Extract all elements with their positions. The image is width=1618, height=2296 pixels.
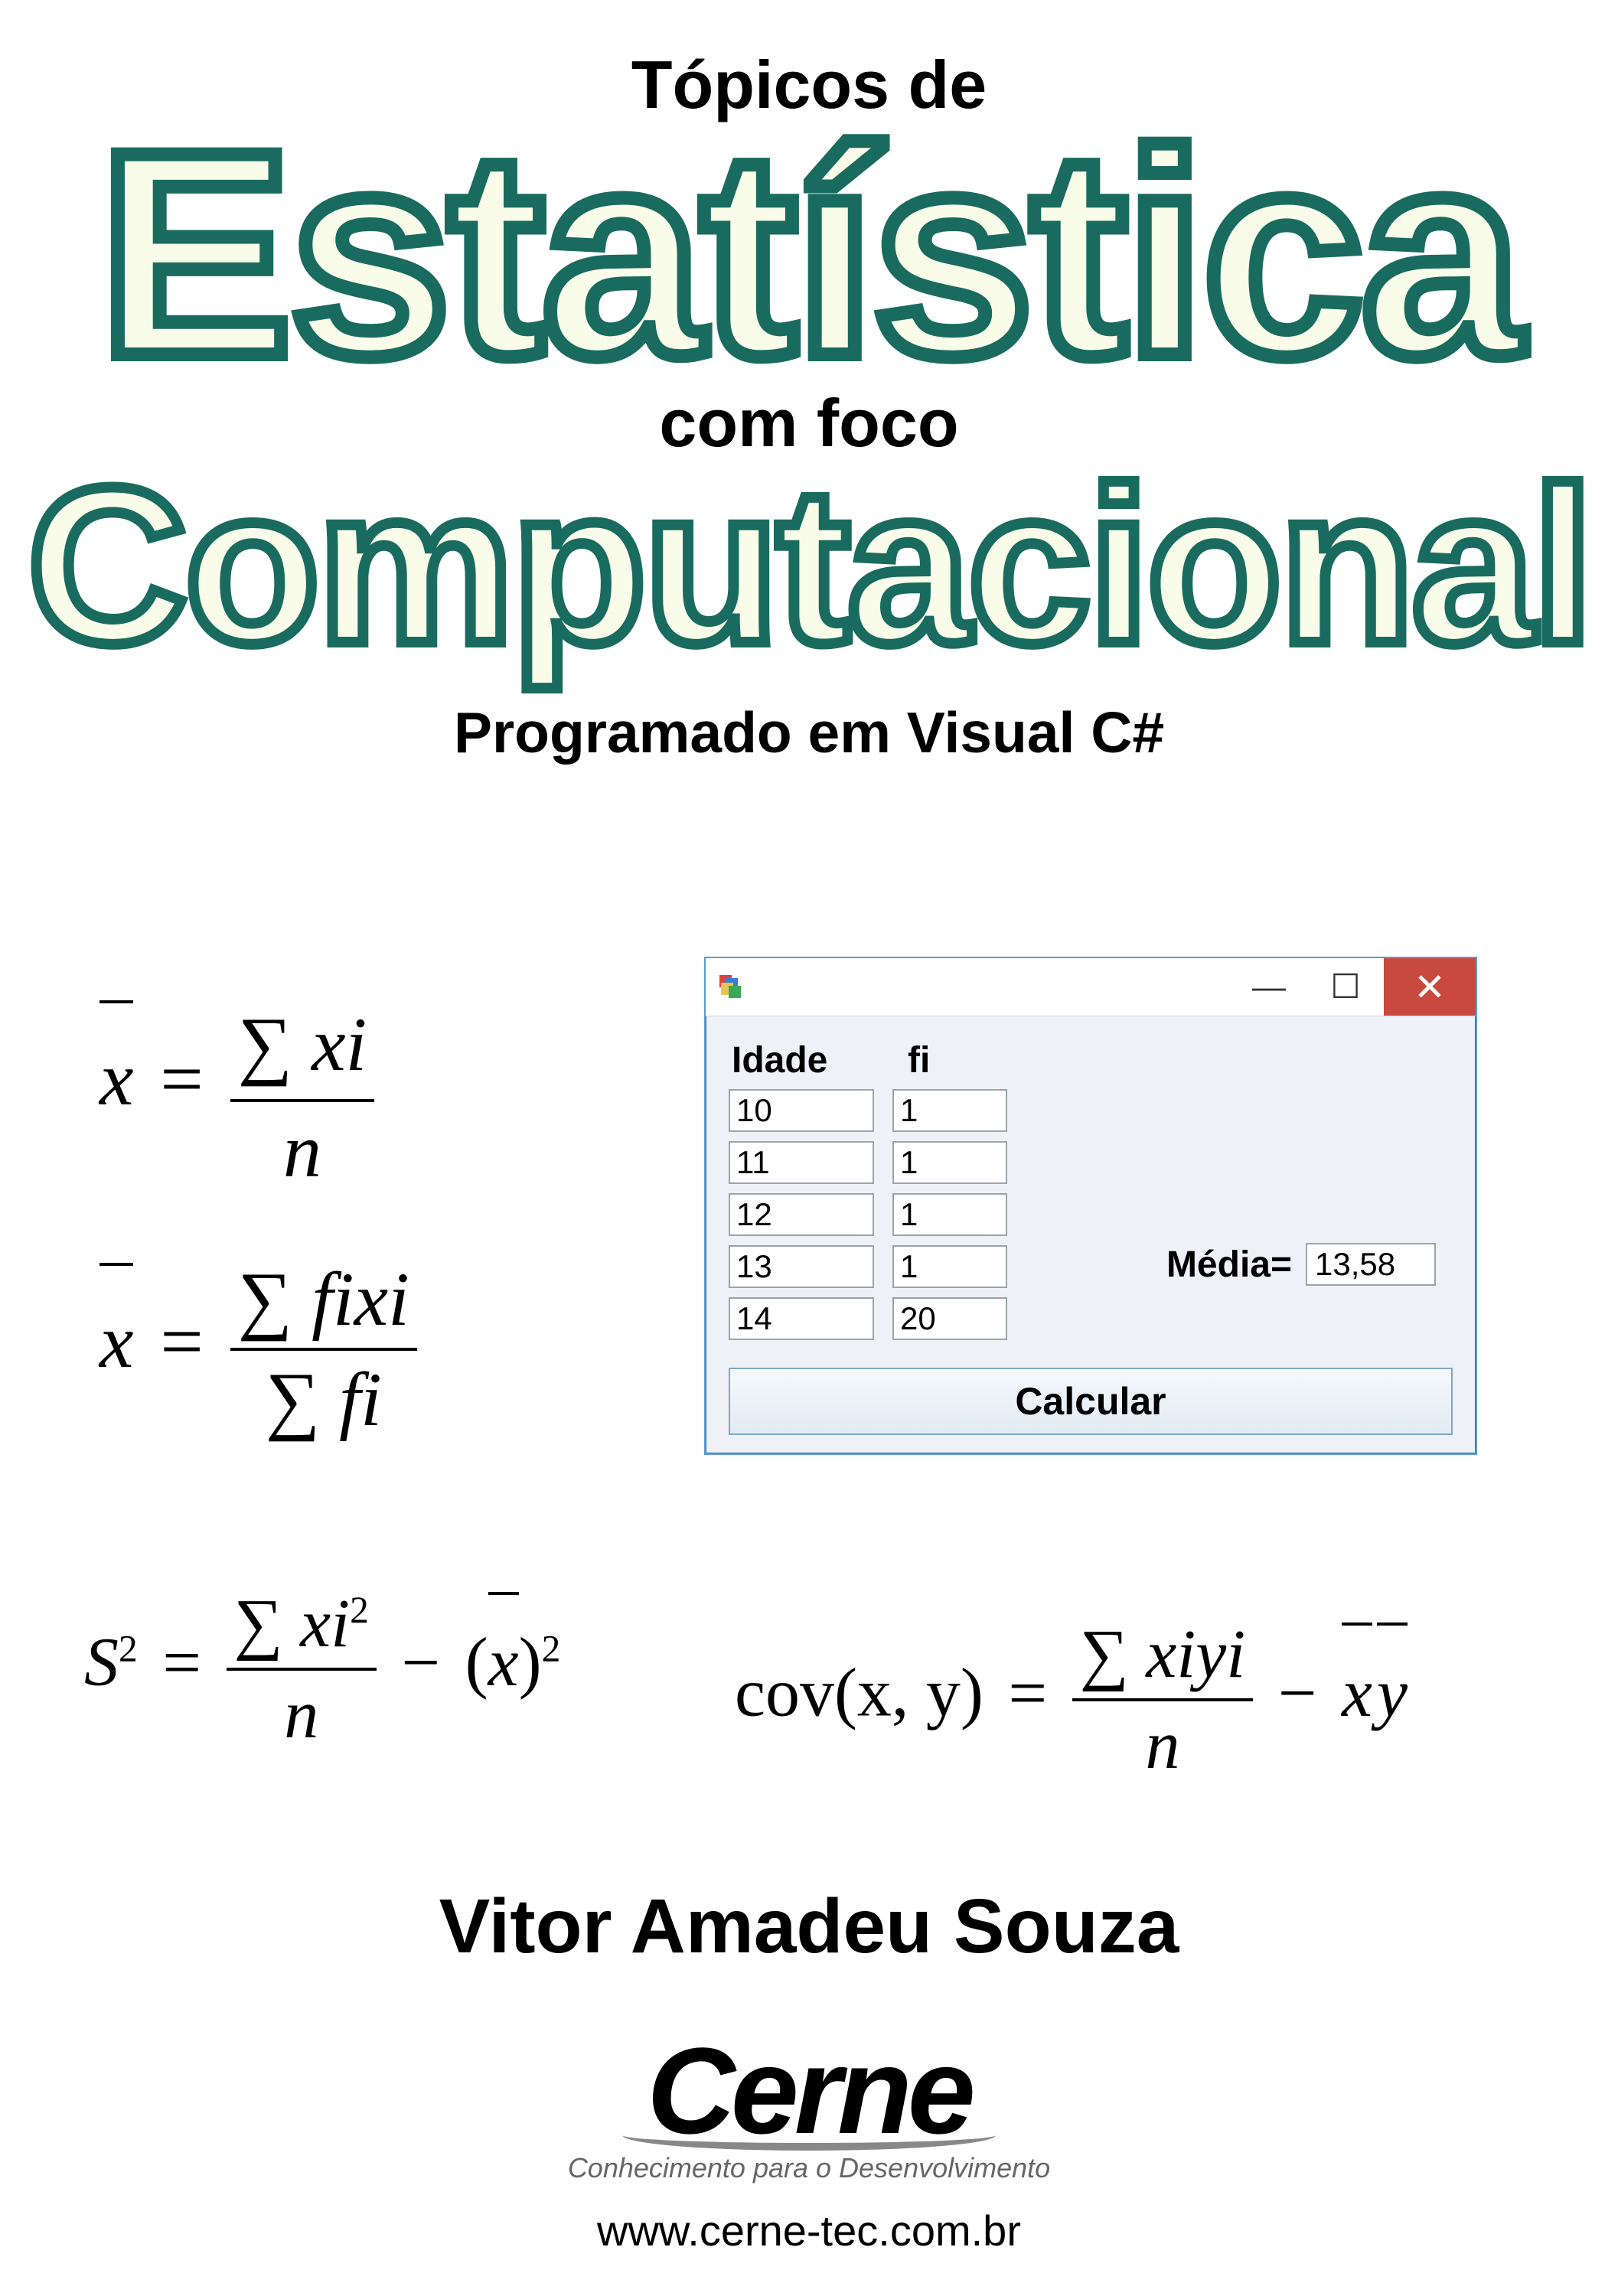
swoosh-icon <box>623 2120 996 2151</box>
window-buttons: — ☐ ✕ <box>1231 958 1476 1016</box>
fi-input-2[interactable] <box>892 1193 1007 1236</box>
f3-num: ∑ xi <box>234 1586 351 1662</box>
idade-input-2[interactable] <box>729 1193 874 1236</box>
fi-input-3[interactable] <box>892 1245 1007 1288</box>
row-0 <box>729 1089 1453 1132</box>
logo-block: Cerne Conhecimento para o Desenvolviment… <box>0 2020 1618 2255</box>
f3-den: n <box>227 1671 377 1754</box>
f2-num: ∑ fixi <box>230 1255 417 1351</box>
title-computacional: Computacional <box>28 455 1591 677</box>
f2-den: ∑ fi <box>230 1351 417 1443</box>
f1-num: ∑ xi <box>238 1002 367 1087</box>
idade-input-3[interactable] <box>729 1245 874 1288</box>
input-rows <box>729 1089 1453 1340</box>
media-group: Média= <box>1166 1243 1436 1286</box>
fi-input-4[interactable] <box>892 1297 1007 1340</box>
formula-variance: S2 = ∑ xi2 n − (x)2 <box>84 1584 560 1754</box>
author-name: Vitor Amadeu Souza <box>0 1883 1618 1971</box>
f2-var: x <box>99 1299 133 1384</box>
formula-weighted-mean: x = ∑ fixi ∑ fi <box>99 1255 417 1443</box>
f3-tail: x <box>488 1625 519 1701</box>
row-4 <box>729 1297 1453 1340</box>
fi-input-0[interactable] <box>892 1089 1007 1132</box>
idade-input-4[interactable] <box>729 1297 874 1340</box>
f4-xbar: x <box>1342 1655 1372 1731</box>
f1-var: x <box>99 1036 133 1121</box>
header-fi: fi <box>908 1039 930 1081</box>
media-label: Média= <box>1166 1244 1292 1286</box>
header-idade: Idade <box>732 1039 877 1081</box>
f4-lhs: cov(x, y) <box>735 1655 984 1731</box>
f4-num: ∑ xiyi <box>1072 1615 1254 1701</box>
row-1 <box>729 1141 1453 1184</box>
calcular-button[interactable]: Calcular <box>729 1368 1453 1435</box>
page: Tópicos de Estatística com foco Computac… <box>0 0 1618 2296</box>
f1-den: n <box>230 1102 374 1195</box>
close-button[interactable]: ✕ <box>1384 958 1476 1016</box>
titlebar: — ☐ ✕ <box>706 958 1476 1016</box>
f3-lhs: S <box>84 1625 119 1701</box>
minimize-button[interactable]: — <box>1231 958 1307 1016</box>
formula-covariance: cov(x, y) = ∑ xiyi n − xy <box>735 1615 1408 1785</box>
column-headers: Idade fi <box>729 1039 1453 1081</box>
idade-input-1[interactable] <box>729 1141 874 1184</box>
media-output[interactable] <box>1306 1243 1436 1286</box>
app-icon <box>719 975 744 1000</box>
title-line5: Programado em Visual C# <box>0 700 1618 765</box>
row-2 <box>729 1193 1453 1236</box>
f4-ybar: y <box>1377 1655 1408 1731</box>
title-block: Tópicos de Estatística com foco Computac… <box>0 0 1618 765</box>
title-estatistica: Estatística <box>99 109 1520 400</box>
idade-input-0[interactable] <box>729 1089 874 1132</box>
fi-input-1[interactable] <box>892 1141 1007 1184</box>
winform-window: — ☐ ✕ Idade fi <box>704 957 1477 1455</box>
maximize-button[interactable]: ☐ <box>1307 958 1384 1016</box>
formula-mean: x = ∑ xi n <box>99 980 374 1195</box>
logo-website: www.cerne-tec.com.br <box>0 2206 1618 2255</box>
f4-den: n <box>1072 1701 1254 1785</box>
logo-name: Cerne <box>647 2020 971 2161</box>
form-body: Idade fi <box>706 1016 1476 1453</box>
